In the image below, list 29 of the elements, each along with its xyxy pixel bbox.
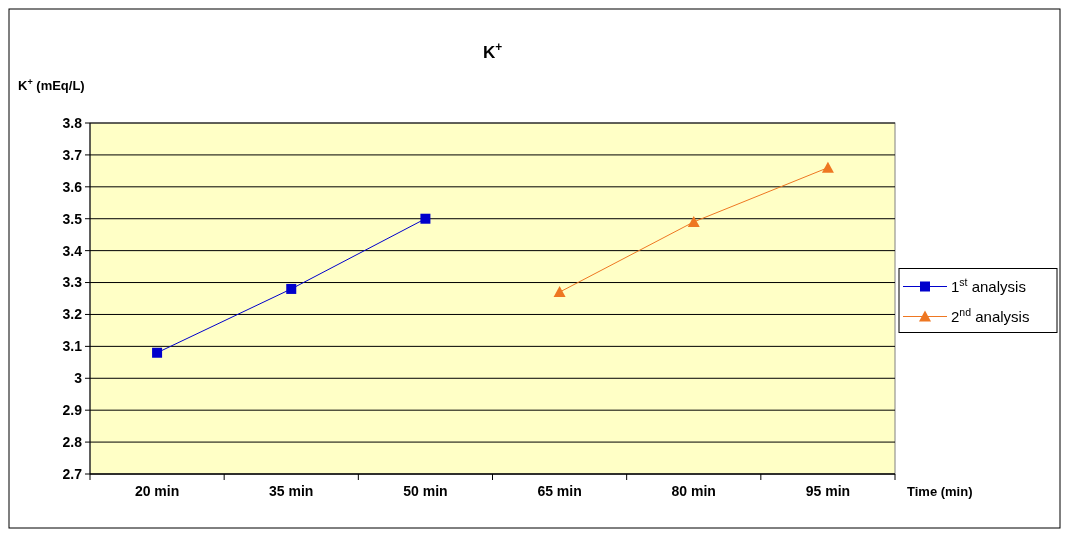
legend-label: 2$^{nd}$ analysis [951,305,1030,325]
point [553,286,566,298]
x-tick-label: 35 min [269,483,314,499]
point [420,213,431,224]
y-tick-label: 3.5 [62,210,83,227]
y-tick-label: 2.7 [62,465,83,482]
y-axis-title: K$^{+}$ (mEq/L) [18,77,85,93]
point [687,215,700,227]
point [152,347,163,358]
y-tick-label: 3 [74,370,83,387]
point [286,283,297,294]
x-tick-label: 65 min [537,483,582,499]
y-tick-label: 3.6 [62,178,83,195]
y-tick-label: 3.4 [62,242,83,259]
chart-title: K$^{+}$ [482,40,503,62]
y-tick-label: 3.7 [62,146,83,163]
legend-label: 1$^{st}$ analysis [951,275,1026,295]
y-tick-label: 2.8 [62,433,83,450]
y-tick-label: 2.9 [62,402,83,419]
point [821,161,834,173]
y-tick-label: 3.8 [62,114,83,131]
x-tick-label: 20 min [134,483,180,499]
x-tick-label: 95 min [805,483,851,499]
x-tick-label: 50 min [403,483,448,499]
y-tick-label: 3.1 [62,338,83,355]
y-tick-label: 3.2 [62,306,83,323]
y-tick-label: 3.3 [62,274,83,291]
x-tick-label: 80 min [671,483,716,499]
x-axis-title: Time (min) [907,484,973,499]
